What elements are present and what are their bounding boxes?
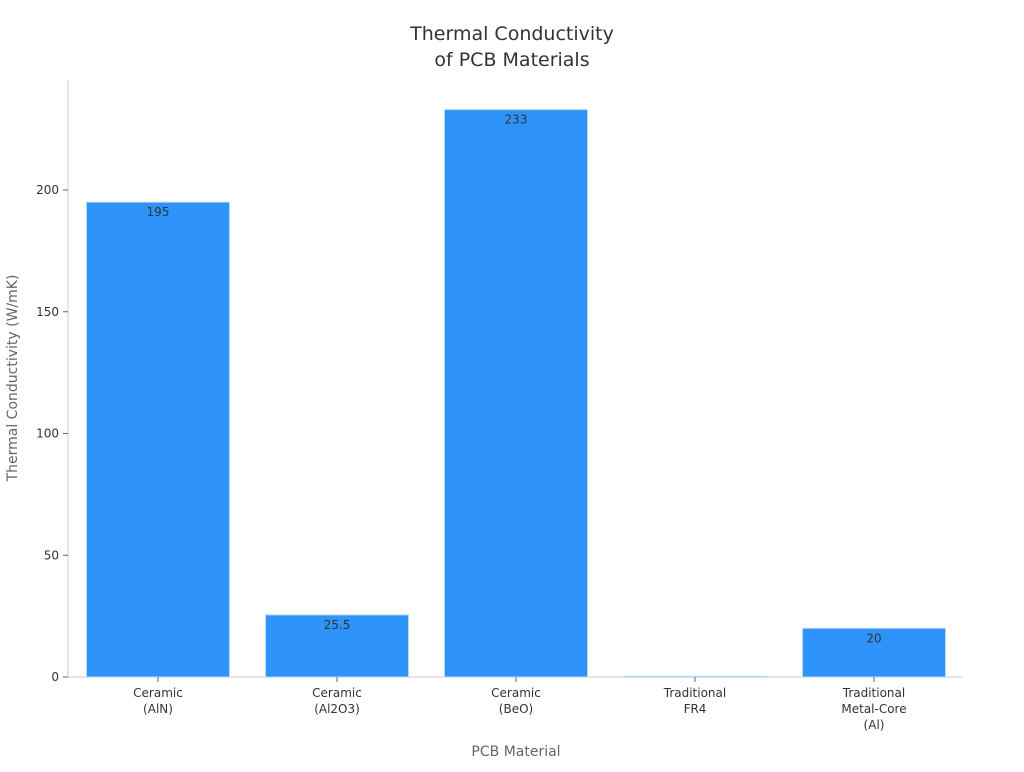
x-tick-label: Traditional <box>842 686 905 700</box>
bar <box>444 109 588 678</box>
x-tick-label: Ceramic <box>133 686 183 700</box>
x-axis-label: PCB Material <box>471 744 560 760</box>
y-tick-label: 0 <box>51 670 59 684</box>
bar <box>86 201 230 678</box>
x-tick-label: Traditional <box>663 686 726 700</box>
y-tick-label: 50 <box>44 548 59 562</box>
bar <box>802 627 946 678</box>
chart-title-line2: of PCB Materials <box>434 49 589 71</box>
x-tick-label: Metal-Core <box>841 702 906 716</box>
y-tick-label: 200 <box>36 183 59 197</box>
y-tick-label: 100 <box>36 427 59 441</box>
data-label: 25.5 <box>324 618 351 632</box>
x-tick-label: (AlN) <box>143 702 173 716</box>
x-tick-label: (BeO) <box>499 702 533 716</box>
data-label: 195 <box>147 205 170 219</box>
x-tick-label: Ceramic <box>312 686 362 700</box>
x-tick-label: (Al) <box>864 718 885 732</box>
y-axis-label: Thermal Conductivity (W/mK) <box>5 275 21 483</box>
chart-title-line1: Thermal Conductivity <box>409 23 614 45</box>
data-label: 233 <box>505 113 528 127</box>
data-label: 20 <box>866 631 881 645</box>
x-tick-label: (Al2O3) <box>314 702 360 716</box>
y-tick-label: 150 <box>36 305 59 319</box>
x-tick-label: FR4 <box>684 702 707 716</box>
x-tick-label: Ceramic <box>491 686 541 700</box>
bar <box>265 614 409 678</box>
